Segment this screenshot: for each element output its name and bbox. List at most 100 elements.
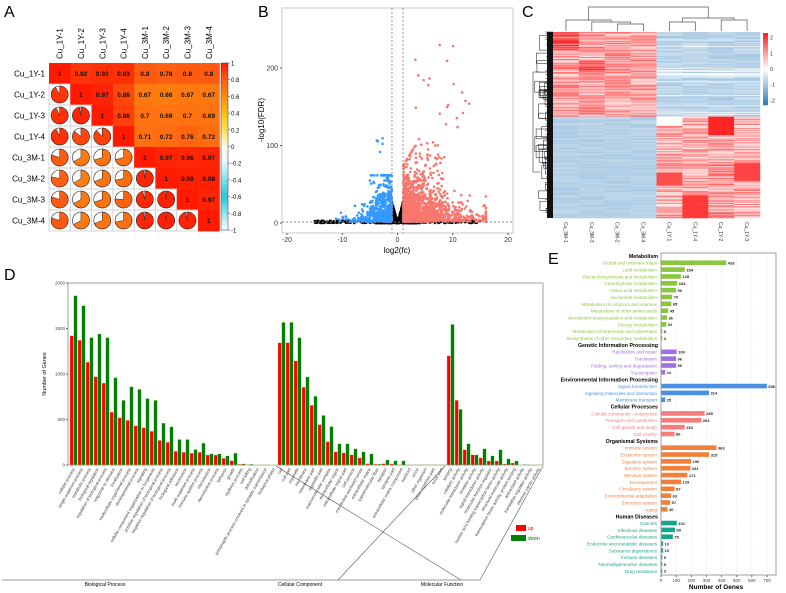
point-down: [382, 211, 386, 215]
point-down: [381, 142, 384, 146]
point-up: [459, 216, 462, 219]
correlation-cell: [155, 168, 178, 190]
point-down: [382, 219, 386, 222]
colorbar-segment: [221, 192, 228, 197]
point-down: [377, 186, 381, 189]
panel-a-correlation-matrix: A Cu_1Y-1Cu_1Y-1Cu_1Y-2Cu_1Y-2Cu_1Y-3Cu_…: [4, 4, 242, 235]
panel-c-expression-heatmap: C Cu_3M-1 Cu_3M-3 Cu_3M-2 Cu_3M-4 Cu_1Y-1 Cu_…: [522, 4, 775, 243]
point-up: [484, 195, 488, 198]
point-up: [405, 176, 408, 180]
colorbar-segment: [221, 79, 228, 85]
point-down: [341, 217, 345, 220]
point-up: [413, 200, 417, 204]
point-up: [418, 208, 421, 212]
point-not-significant: [398, 211, 402, 215]
point-down: [374, 215, 377, 218]
correlation-cell: [134, 105, 156, 127]
point-up: [415, 189, 419, 192]
point-not-significant: [394, 213, 397, 217]
colorbar-segment: [221, 63, 228, 68]
point-up: [419, 212, 423, 215]
colorbar-label: 0.4: [231, 112, 240, 118]
point-up: [458, 206, 461, 209]
correlation-value: 0.97: [202, 155, 215, 162]
colorbar-segment: [221, 121, 228, 126]
point-down: [386, 192, 389, 196]
x-tick-label: 10: [449, 237, 457, 244]
correlation-value: 0.88: [117, 113, 130, 120]
point-up: [457, 201, 460, 204]
point-up: [421, 205, 425, 209]
point-up: [419, 172, 422, 176]
point-down: [368, 217, 372, 221]
correlation-value: 1: [207, 218, 211, 225]
point-down: [379, 192, 383, 196]
point-up: [433, 208, 437, 212]
x-tick-label: 0: [396, 237, 400, 244]
correlation-cell: [176, 147, 199, 169]
point-up: [432, 164, 436, 168]
pie-slice: [73, 169, 90, 188]
point-up: [461, 111, 465, 115]
point-up: [415, 193, 419, 196]
point-up: [447, 209, 450, 212]
y-axis-label: -log10(FDR): [257, 98, 266, 142]
point-up: [482, 215, 485, 219]
row-label: Cu_3M-4: [12, 217, 45, 226]
point-up: [407, 193, 411, 197]
point-up: [419, 194, 423, 197]
colorbar-segment: [221, 188, 228, 193]
correlation-cell: [155, 147, 178, 169]
point-up: [444, 200, 447, 204]
point-up: [424, 205, 428, 208]
point-up: [451, 219, 455, 222]
point-down: [388, 218, 391, 221]
point-up: [442, 201, 445, 204]
point-up: [422, 170, 425, 174]
point-up: [416, 184, 420, 187]
point-up: [452, 82, 455, 86]
colorbar-segment: [221, 146, 228, 151]
point-up: [448, 214, 452, 217]
point-up: [416, 74, 420, 77]
colorbar-segment: [221, 108, 228, 114]
point-up: [415, 172, 419, 175]
point-up: [461, 203, 464, 206]
correlation-value: 1: [58, 71, 62, 78]
correlation-cell: [134, 126, 156, 148]
point-up: [417, 137, 421, 141]
colorbar-segment: [221, 83, 228, 89]
point-up: [411, 189, 414, 193]
point-up: [421, 175, 425, 178]
correlation-value: 0.92: [75, 71, 88, 78]
correlation-value: 0.8: [204, 71, 213, 78]
point-up: [410, 193, 413, 196]
point-down: [388, 182, 391, 185]
correlation-value: 0.86: [117, 92, 130, 99]
point-down: [355, 214, 359, 217]
point-up: [406, 184, 410, 187]
correlation-cell: [176, 126, 199, 148]
colorbar-segment: [221, 217, 228, 222]
point-down: [368, 179, 372, 182]
point-up: [439, 203, 442, 207]
correlation-cell: [198, 147, 220, 169]
point-up: [463, 207, 466, 210]
point-down: [365, 216, 369, 219]
point-up: [433, 197, 437, 200]
pie-slice: [94, 211, 111, 230]
point-down: [380, 214, 384, 218]
point-up: [411, 147, 415, 151]
point-down: [380, 201, 384, 204]
point-down: [371, 204, 375, 208]
x-tick-label: -10: [337, 237, 347, 244]
point-down: [382, 205, 386, 209]
point-up: [426, 196, 430, 200]
point-up: [419, 220, 423, 224]
correlation-value: 0.78: [160, 71, 173, 78]
point-down: [385, 204, 389, 208]
correlation-cell: [155, 105, 178, 127]
correlation-value: 1: [100, 113, 104, 120]
point-up: [421, 199, 425, 202]
point-down: [388, 193, 392, 196]
